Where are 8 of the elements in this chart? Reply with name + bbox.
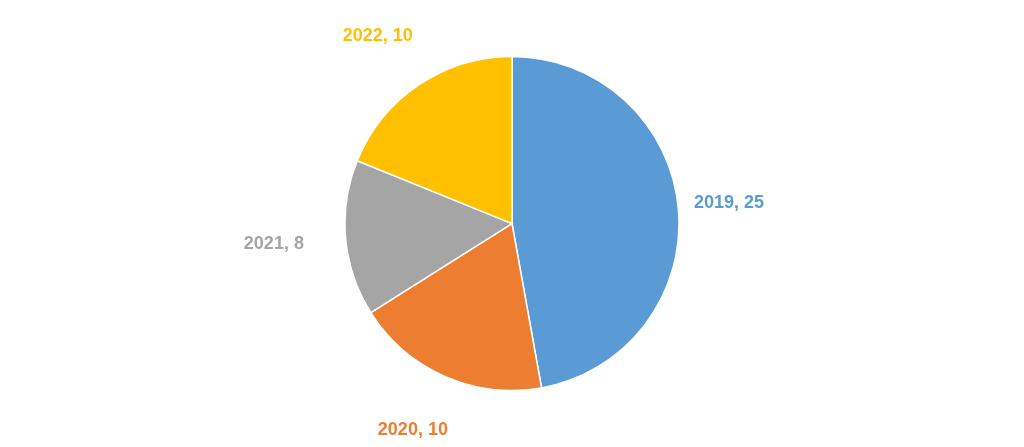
data-label: , 25 (734, 192, 765, 213)
slice-label: 2022 (342, 25, 383, 46)
slice-label: 2020 (377, 419, 418, 440)
data-label: , 10 (417, 419, 448, 440)
slice-label: 2021 (243, 232, 284, 253)
data-label: , 8 (283, 232, 304, 253)
slice-label: 2019 (694, 192, 735, 213)
data-label: , 10 (382, 25, 413, 46)
